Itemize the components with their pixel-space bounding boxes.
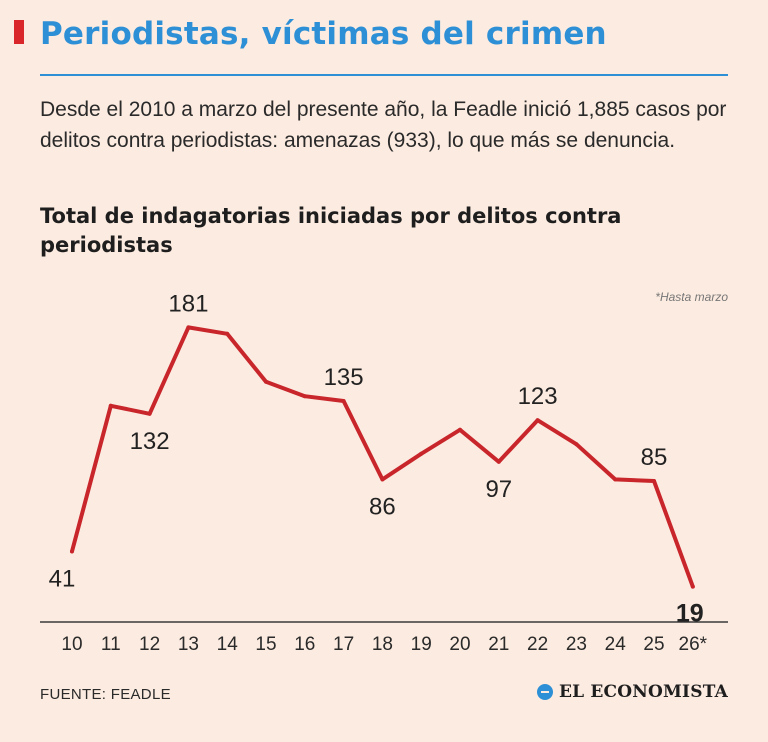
data-label: 85 [641, 444, 668, 471]
x-tick-label: 14 [217, 634, 239, 655]
brand-logo: EL ECONOMISTA [536, 682, 728, 702]
x-tick-label: 21 [488, 634, 509, 655]
x-tick-label: 11 [101, 634, 121, 655]
x-tick-label: 15 [255, 634, 276, 655]
x-tick-label: 26* [679, 634, 708, 655]
el-economista-logo-icon [536, 684, 553, 700]
title-accent-bar [14, 20, 24, 44]
intro-text: Desde el 2010 a marzo del presente año, … [40, 98, 727, 152]
x-tick-label: 23 [566, 634, 587, 655]
series-line [70, 325, 695, 589]
data-label: 132 [130, 428, 170, 455]
chart-title: Total de indagatorias iniciadas por deli… [40, 204, 622, 257]
brand-name: EL ECONOMISTA [558, 682, 728, 702]
data-label: 19 [676, 600, 704, 628]
data-point [652, 479, 656, 483]
data-point [419, 451, 424, 456]
data-point [147, 411, 152, 416]
x-tick-label: 10 [61, 634, 82, 655]
data-point [496, 459, 501, 464]
data-point [613, 477, 618, 482]
data-label: 181 [168, 290, 208, 317]
x-tick-label: 18 [372, 634, 393, 655]
x-tick-label: 17 [333, 634, 354, 655]
x-tick-label: 20 [449, 634, 470, 655]
data-point [70, 549, 74, 554]
data-point [341, 399, 346, 403]
x-tick-label: 19 [411, 634, 432, 655]
data-point [108, 403, 113, 408]
data-point [690, 584, 695, 589]
data-point [535, 418, 540, 423]
page-title: Periodistas, víctimas del crimen [40, 16, 607, 52]
data-point [574, 442, 579, 447]
data-point [302, 394, 307, 399]
x-tick-label: 12 [139, 634, 160, 655]
data-label: 123 [518, 383, 558, 410]
data-label: 86 [369, 493, 396, 520]
x-tick-label: 13 [178, 634, 199, 655]
x-tick-label: 16 [294, 634, 315, 655]
data-point [264, 379, 268, 384]
data-point [458, 427, 462, 432]
data-point [186, 325, 191, 330]
x-tick-label: 25 [643, 634, 664, 655]
x-tick-label: 22 [527, 634, 548, 655]
data-label: 97 [485, 476, 512, 503]
data-label: 135 [324, 364, 364, 391]
title-divider [40, 74, 728, 76]
chart-footnote: *Hasta marzo [655, 290, 728, 304]
data-point [225, 331, 230, 336]
data-label: 41 [49, 565, 76, 592]
x-tick-label: 24 [605, 634, 627, 655]
data-point [380, 477, 385, 482]
source-note: FUENTE: FEADLE [40, 686, 171, 703]
